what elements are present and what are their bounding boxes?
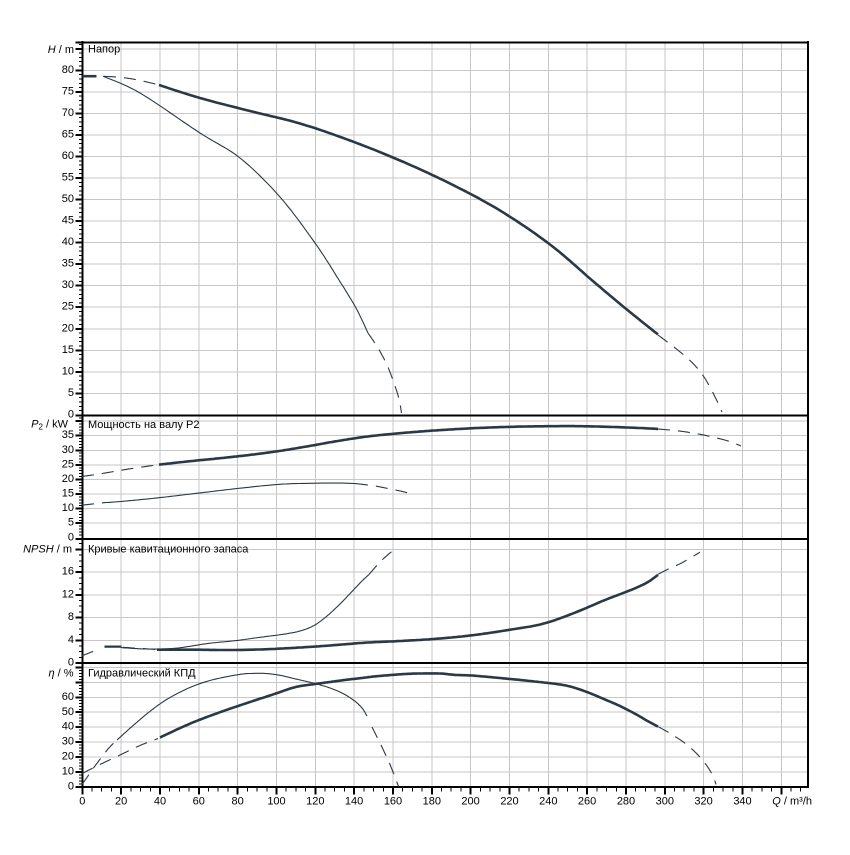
- svg-text:200: 200: [461, 796, 479, 808]
- svg-text:0: 0: [68, 531, 74, 543]
- svg-text:20: 20: [62, 473, 74, 485]
- svg-text:30: 30: [62, 444, 74, 456]
- svg-text:20: 20: [62, 751, 74, 763]
- svg-text:20: 20: [115, 796, 127, 808]
- svg-text:Кривые кавитационного запаса: Кривые кавитационного запаса: [88, 544, 249, 556]
- svg-text:320: 320: [694, 796, 712, 808]
- svg-text:80: 80: [62, 64, 74, 76]
- svg-text:65: 65: [62, 128, 74, 140]
- svg-text:55: 55: [62, 172, 74, 184]
- svg-text:10: 10: [62, 365, 74, 377]
- svg-text:0: 0: [68, 657, 74, 669]
- svg-text:P2 / kW: P2 / kW: [31, 418, 68, 431]
- svg-text:5: 5: [68, 387, 74, 399]
- svg-text:60: 60: [193, 796, 205, 808]
- svg-text:50: 50: [62, 706, 74, 718]
- svg-text:40: 40: [62, 721, 74, 733]
- svg-text:15: 15: [62, 344, 74, 356]
- svg-text:0: 0: [79, 796, 85, 808]
- svg-text:10: 10: [62, 502, 74, 514]
- svg-text:45: 45: [62, 215, 74, 227]
- svg-text:140: 140: [345, 796, 363, 808]
- svg-text:60: 60: [62, 150, 74, 162]
- svg-text:15: 15: [62, 488, 74, 500]
- svg-text:40: 40: [62, 236, 74, 248]
- svg-text:40: 40: [154, 796, 166, 808]
- svg-text:160: 160: [384, 796, 402, 808]
- svg-text:10: 10: [62, 766, 74, 778]
- svg-text:300: 300: [656, 796, 674, 808]
- svg-text:280: 280: [617, 796, 635, 808]
- svg-text:25: 25: [62, 458, 74, 470]
- svg-text:Мощность на валу P2: Мощность на валу P2: [88, 419, 200, 431]
- svg-text:180: 180: [423, 796, 441, 808]
- svg-text:70: 70: [62, 107, 74, 119]
- svg-text:240: 240: [539, 796, 557, 808]
- svg-text:80: 80: [231, 796, 243, 808]
- svg-text:100: 100: [267, 796, 285, 808]
- svg-text:Q / m³/h: Q / m³/h: [772, 796, 812, 808]
- svg-text:60: 60: [62, 691, 74, 703]
- svg-text:16: 16: [62, 566, 74, 578]
- svg-text:η / %: η / %: [48, 667, 73, 679]
- svg-text:340: 340: [733, 796, 751, 808]
- svg-text:220: 220: [500, 796, 518, 808]
- svg-text:30: 30: [62, 279, 74, 291]
- svg-text:4: 4: [68, 634, 74, 646]
- svg-text:50: 50: [62, 193, 74, 205]
- svg-text:NPSH / m: NPSH / m: [23, 543, 72, 555]
- svg-text:0: 0: [68, 408, 74, 420]
- svg-text:Напор: Напор: [88, 44, 120, 56]
- svg-text:120: 120: [306, 796, 324, 808]
- svg-text:8: 8: [68, 611, 74, 623]
- svg-text:12: 12: [62, 588, 74, 600]
- svg-text:30: 30: [62, 736, 74, 748]
- svg-text:5: 5: [68, 517, 74, 529]
- svg-text:75: 75: [62, 85, 74, 97]
- svg-text:H / m: H / m: [48, 44, 74, 56]
- svg-text:20: 20: [62, 322, 74, 334]
- svg-text:Гидравлический КПД: Гидравлический КПД: [88, 668, 196, 680]
- svg-text:35: 35: [62, 258, 74, 270]
- svg-text:0: 0: [68, 781, 74, 793]
- svg-text:260: 260: [578, 796, 596, 808]
- svg-text:35: 35: [62, 429, 74, 441]
- svg-text:25: 25: [62, 301, 74, 313]
